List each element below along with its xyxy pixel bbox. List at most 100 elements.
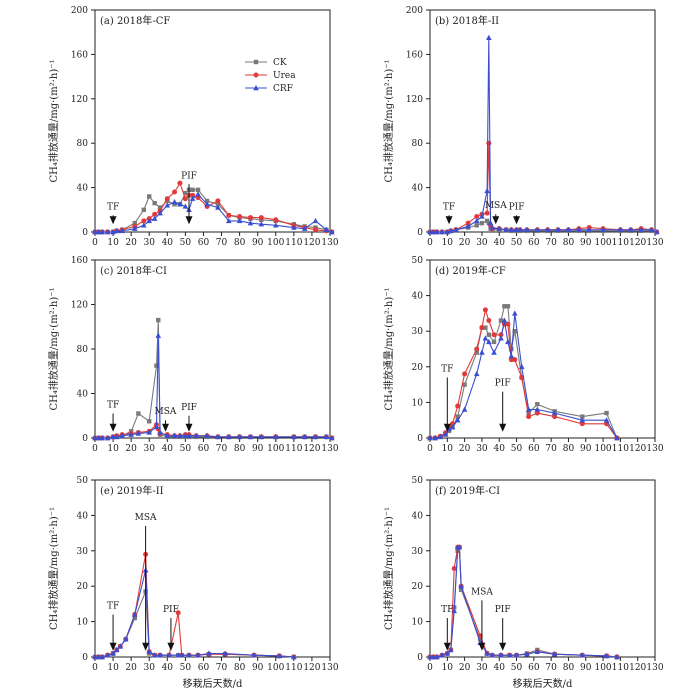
x-tick-label: 60 <box>528 444 540 454</box>
data-point <box>128 431 134 437</box>
data-point <box>501 317 508 323</box>
plot-frame <box>429 479 656 658</box>
y-axis-title: CH₄排放通量/mg·(m²·h)⁻¹ <box>47 287 60 410</box>
x-tick-label: 90 <box>252 238 264 248</box>
x-tick-label: 50 <box>180 663 192 673</box>
y-tick-label: 0 <box>417 434 423 444</box>
annotation-arrow-head <box>185 423 193 432</box>
data-point <box>222 650 228 656</box>
annotation-arrow-head <box>478 642 486 651</box>
data-point <box>455 403 461 409</box>
x-tick-label: 40 <box>494 663 506 673</box>
data-point <box>225 217 232 224</box>
data-point <box>119 432 125 438</box>
data-point <box>526 414 532 420</box>
data-point <box>147 194 152 199</box>
x-tick-label: 120 <box>303 238 320 248</box>
data-point <box>496 225 503 231</box>
annotation-arrow-head <box>109 423 117 432</box>
data-point <box>132 615 137 621</box>
data-point <box>329 435 335 441</box>
annotation-label: TF <box>443 202 455 212</box>
x-tick-label: 70 <box>545 663 557 673</box>
data-point <box>551 410 558 416</box>
y-tick-label: 80 <box>77 139 89 149</box>
data-point <box>291 654 297 660</box>
y-tick-label: 160 <box>406 50 423 60</box>
x-tick-label: 10 <box>107 444 119 454</box>
x-tick-label: 120 <box>629 663 646 673</box>
x-tick-label: 80 <box>234 444 246 454</box>
x-tick-label: 130 <box>321 663 338 673</box>
x-tick-label: 0 <box>92 663 98 673</box>
x-tick-label: 90 <box>252 663 264 673</box>
data-point <box>437 433 444 440</box>
y-tick-label: 200 <box>71 6 88 16</box>
data-point <box>117 643 124 649</box>
x-tick-label: 40 <box>494 238 506 248</box>
data-point <box>113 433 120 440</box>
annotation-arrow-head <box>499 642 507 651</box>
data-point <box>172 189 178 195</box>
data-point <box>489 652 496 658</box>
data-point <box>225 433 232 440</box>
data-point <box>247 220 254 226</box>
data-point <box>498 652 504 658</box>
data-point <box>482 335 489 341</box>
data-point <box>479 349 485 355</box>
data-point <box>535 401 540 407</box>
data-point <box>164 202 171 208</box>
data-point <box>505 321 511 327</box>
data-point <box>579 421 585 427</box>
data-point <box>110 433 116 440</box>
data-point <box>186 432 192 438</box>
data-point <box>92 229 98 235</box>
y-tick-label: 0 <box>82 434 88 444</box>
data-point <box>552 414 558 420</box>
data-point <box>453 226 459 232</box>
x-tick-label: 10 <box>107 663 119 673</box>
series-line <box>95 590 294 658</box>
y-axis-title: CH₄排放通量/mg·(m²·h)⁻¹ <box>382 287 395 410</box>
data-point <box>182 432 189 438</box>
y-tick-label: 0 <box>82 228 88 238</box>
data-point <box>447 227 454 234</box>
y-tick-label: 10 <box>412 618 424 628</box>
y-tick-label: 30 <box>77 547 89 557</box>
y-axis-title: CH₄排放通量/mg·(m²·h)⁻¹ <box>47 507 60 630</box>
data-point <box>236 217 243 224</box>
data-point <box>473 217 480 224</box>
data-point <box>479 325 485 331</box>
data-point <box>614 654 620 660</box>
data-point <box>465 220 471 226</box>
x-tick-label: 50 <box>180 444 192 454</box>
panel-e: 0 10 20 30 40 50 60 70 80 90 100 110 120 130 0 10 20 30 40… <box>47 476 339 690</box>
annotation-label: PIF <box>509 202 525 212</box>
data-point <box>258 433 265 440</box>
data-point <box>190 192 196 198</box>
data-point <box>141 222 147 228</box>
series-line <box>95 569 294 658</box>
y-tick-label: 20 <box>412 363 424 373</box>
data-point <box>226 212 232 218</box>
data-point <box>164 432 171 438</box>
data-point <box>177 201 183 207</box>
x-tick-label: 30 <box>476 663 488 673</box>
y-axis-title: CH₄排放通量/mg·(m²·h)⁻¹ <box>47 59 60 182</box>
data-point <box>486 332 492 337</box>
data-point <box>603 652 610 659</box>
data-point <box>186 652 192 658</box>
y-tick-label: 0 <box>417 653 423 663</box>
annotation-arrow-head <box>142 642 150 651</box>
annotation-label: PIF <box>163 605 179 615</box>
data-point <box>183 190 188 196</box>
data-point <box>291 224 297 230</box>
x-tick-label: 60 <box>528 663 540 673</box>
data-point <box>291 433 297 440</box>
data-point <box>439 229 445 235</box>
data-point <box>474 213 480 219</box>
series-line <box>430 37 657 233</box>
x-tick-label: 60 <box>198 444 210 454</box>
data-point <box>146 648 153 654</box>
data-point <box>204 198 210 204</box>
